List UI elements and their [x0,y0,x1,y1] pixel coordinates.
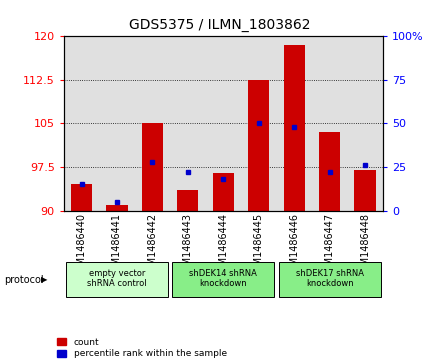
Bar [319,132,340,211]
Bar [142,123,163,211]
Bar [355,170,376,211]
FancyBboxPatch shape [172,261,275,298]
Bar [248,80,269,211]
Text: empty vector
shRNA control: empty vector shRNA control [87,269,147,289]
Bar [213,173,234,211]
Bar [71,184,92,211]
Text: ▶: ▶ [40,275,47,284]
Bar [283,45,305,211]
Text: shDEK14 shRNA
knockdown: shDEK14 shRNA knockdown [189,269,257,289]
Text: GDS5375 / ILMN_1803862: GDS5375 / ILMN_1803862 [129,18,311,32]
Bar [106,205,128,211]
Text: protocol: protocol [4,274,44,285]
FancyBboxPatch shape [279,261,381,298]
Legend: count, percentile rank within the sample: count, percentile rank within the sample [57,338,227,359]
FancyBboxPatch shape [66,261,168,298]
Text: shDEK17 shRNA
knockdown: shDEK17 shRNA knockdown [296,269,363,289]
Bar [177,190,198,211]
